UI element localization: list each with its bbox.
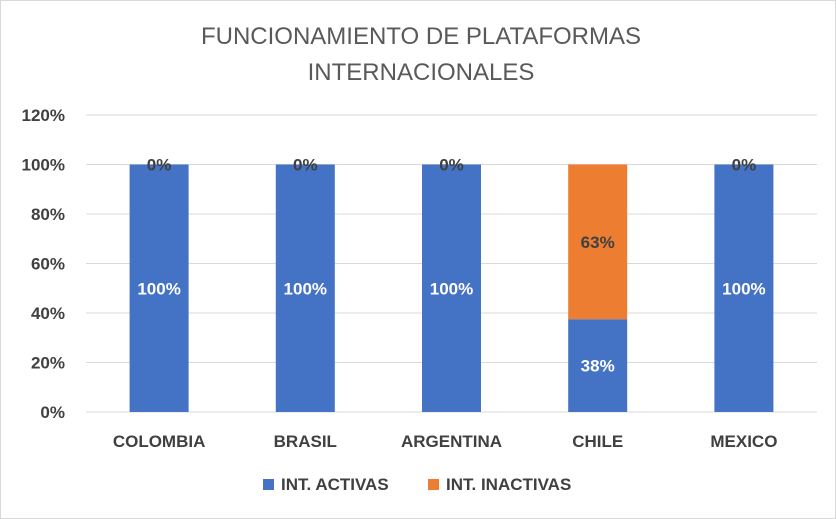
legend: INT. ACTIVAS INT. INACTIVAS [263,475,571,494]
legend-label: INT. INACTIVAS [446,475,571,494]
chart-title-line-1: FUNCIONAMIENTO DE PLATAFORMAS [201,23,641,50]
data-label: 0% [439,156,464,175]
bar-int-activas-brasil [275,164,335,412]
x-category-label: CHILE [572,432,623,451]
data-label: 100% [284,279,327,298]
data-label: 100% [430,279,473,298]
bar-int-activas-chile [568,319,628,412]
legend-label: INT. ACTIVAS [281,475,389,494]
x-axis-categories: COLOMBIA BRASIL ARGENTINA CHILE MEXICO [113,432,778,451]
x-category-label: ARGENTINA [401,432,502,451]
bar-int-activas-mexico [714,164,774,412]
y-tick-label: 0% [40,403,65,422]
x-category-label: COLOMBIA [113,432,206,451]
chart-title-line-2: INTERNACIONALES [308,59,535,86]
data-label: 0% [293,156,318,175]
y-axis-ticks: 0% 20% 40% 60% 80% 100% 120% [22,106,65,422]
y-tick-label: 80% [31,205,65,224]
y-tick-label: 100% [22,156,65,175]
legend-swatch [428,479,439,490]
bars [129,164,774,412]
y-tick-label: 20% [31,354,65,373]
bar-int-activas-argentina [422,164,481,412]
data-label: 0% [147,156,172,175]
bar-int-activas-colombia [129,164,189,412]
data-label: 63% [581,233,615,252]
data-label: 100% [722,279,765,298]
y-tick-label: 40% [31,304,65,323]
x-category-label: BRASIL [274,432,337,451]
x-category-label: MEXICO [710,432,777,451]
data-label: 38% [581,357,615,376]
y-tick-label: 120% [22,106,65,125]
data-label: 100% [137,279,180,298]
bar-int-inactivas-chile [568,164,628,320]
data-labels: 100% 0% 100% 0% 100% 0% 38% 63% 100% 0% [137,156,765,376]
data-label: 0% [732,156,757,175]
legend-swatch [263,479,274,490]
y-tick-label: 60% [31,255,65,274]
